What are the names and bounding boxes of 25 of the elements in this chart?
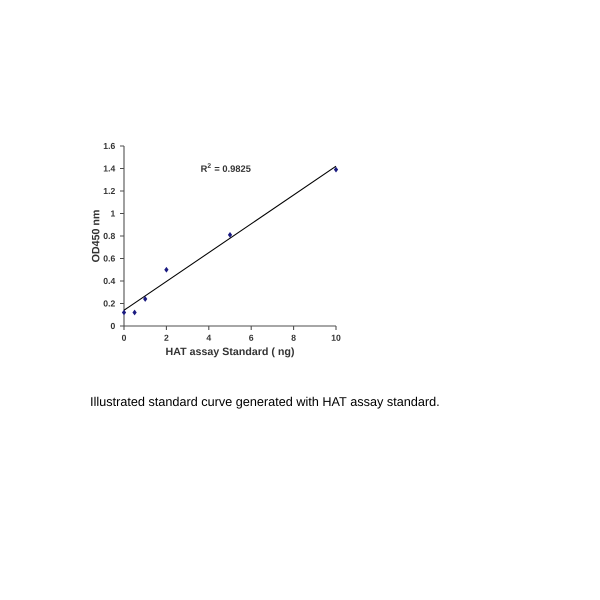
point	[334, 166, 338, 172]
x-tick-label: 10	[332, 334, 340, 341]
x-tick-label: 4	[206, 334, 212, 341]
x-tick-label: 2	[164, 334, 168, 341]
x-tick-label: 6	[249, 334, 254, 341]
y-tick-label: 0	[110, 322, 115, 330]
y-tick-label: 0.8	[104, 232, 116, 240]
x-tick-label: 0	[122, 334, 126, 341]
y-tick-label: 0.6	[104, 255, 115, 262]
x-tick-label: 8	[291, 334, 296, 341]
y-tick-label: 1.2	[104, 188, 115, 194]
point	[132, 310, 137, 316]
text: Illustrated standard curve generated with HAT assay standard.	[91, 396, 439, 409]
y-tick-label: 0.4	[104, 278, 116, 284]
point	[164, 267, 168, 272]
y-tick-label: 1	[111, 210, 116, 216]
y-tick-label: 1.6	[104, 142, 115, 150]
point	[143, 296, 148, 302]
y-tick-label: 1.4	[104, 166, 116, 172]
x-axis-title: HAT assay Standard ( ng)	[166, 347, 294, 358]
y-tick-label: 0.2	[104, 300, 115, 307]
annotation: R$^{2}$ = 0.9825	[201, 163, 251, 172]
point	[228, 232, 232, 238]
y-axis-title: OD450 nm	[92, 210, 100, 262]
point	[122, 310, 126, 316]
